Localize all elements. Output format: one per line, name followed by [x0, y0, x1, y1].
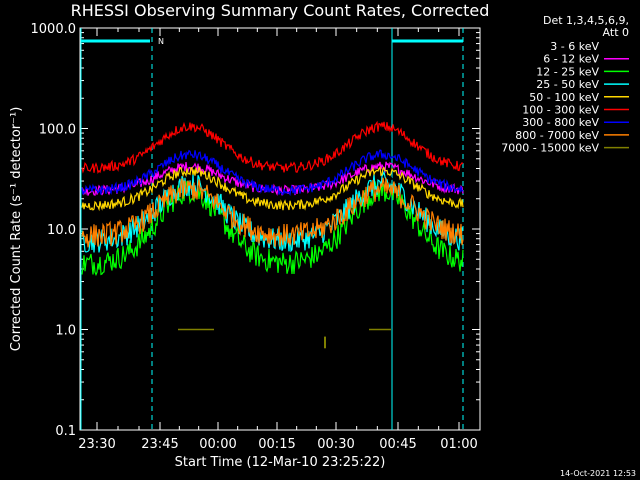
x-axis: 23:30 23:45 00:00 00:15 00:30 00:45 01:00	[78, 28, 478, 452]
y-axis: 1000.0 100.0 10.0 1.0 0.1	[31, 22, 480, 439]
footer-timestamp: 14-Oct-2021 12:53	[560, 469, 636, 478]
chart-title: RHESSI Observing Summary Count Rates, Co…	[71, 1, 490, 20]
legend-label: 3 - 6 keV	[550, 40, 599, 53]
series-100-300kev	[81, 120, 464, 174]
series-300-800kev	[81, 149, 464, 197]
x-tick-label: 00:30	[317, 437, 354, 452]
y-tick-label: 0.1	[55, 424, 76, 439]
legend-label: 800 - 7000 keV	[515, 129, 599, 142]
legend-label: 25 - 50 keV	[536, 78, 599, 91]
legend-label: 7000 - 15000 keV	[501, 142, 599, 155]
series-12-25kev	[81, 180, 464, 277]
series-line	[81, 180, 464, 277]
series-line	[81, 165, 464, 212]
series-line	[81, 149, 464, 197]
legend-label: 12 - 25 keV	[536, 65, 599, 78]
series-50-100kev	[81, 165, 464, 212]
y-tick-label: 100.0	[39, 123, 76, 138]
x-tick-label: 01:00	[440, 437, 477, 452]
y-tick-label: 1.0	[55, 324, 76, 339]
x-tick-label: 00:15	[258, 437, 295, 452]
legend-label: 50 - 100 keV	[529, 91, 599, 104]
x-tick-label: 23:45	[141, 437, 178, 452]
y-tick-label: 1000.0	[31, 22, 77, 37]
flag-label: N	[158, 37, 164, 46]
x-axis-label: Start Time (12-Mar-10 23:25:22)	[175, 455, 386, 470]
legend-label: 6 - 12 keV	[543, 53, 599, 66]
series-layer	[81, 120, 464, 349]
legend-label: 100 - 300 keV	[522, 104, 599, 117]
x-tick-label: 23:30	[78, 437, 115, 452]
series-800-7000kev	[81, 177, 464, 248]
series-line	[81, 177, 464, 248]
observing-markers: N	[80, 28, 464, 430]
y-axis-label: Corrected Count Rate (s⁻¹ detector⁻¹)	[9, 107, 24, 352]
x-tick-label: 00:45	[379, 437, 416, 452]
legend-header-2: Att 0	[603, 26, 629, 39]
x-tick-label: 00:00	[199, 437, 236, 452]
series-7000-15000kev	[178, 328, 391, 349]
y-tick-label: 10.0	[47, 223, 76, 238]
legend-label: 300 - 800 keV	[522, 116, 599, 129]
series-line	[81, 120, 464, 174]
legend-header-1: Det 1,3,4,5,6,9,	[543, 14, 629, 27]
